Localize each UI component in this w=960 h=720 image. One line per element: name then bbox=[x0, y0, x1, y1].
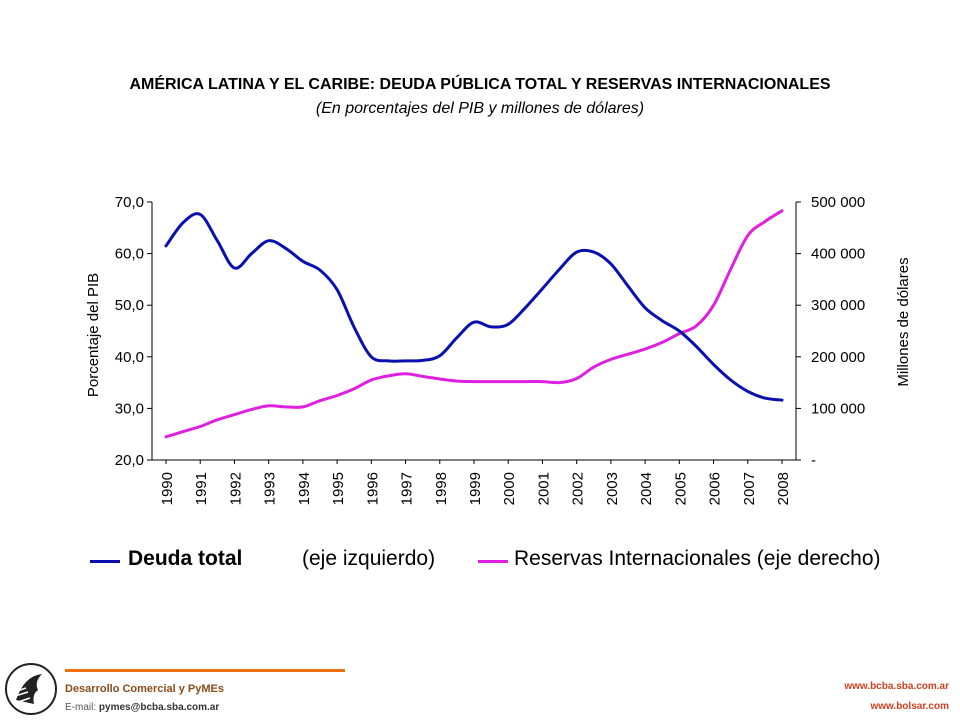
series-lines bbox=[164, 209, 784, 439]
right-tick-label: 300 000 bbox=[811, 297, 865, 314]
left-axis-label: Porcentaje del PIB bbox=[85, 273, 102, 397]
x-tick-label: 1990 bbox=[159, 472, 176, 505]
left-axis-ticks: 70,0 60,0 50,0 40,0 30,0 20,0 bbox=[115, 194, 152, 469]
footer-email-label: E-mail: bbox=[65, 702, 97, 713]
bcba-logo-icon bbox=[5, 663, 57, 715]
footer-divider bbox=[65, 669, 345, 672]
legend-label-deuda: Deuda total bbox=[128, 547, 243, 570]
footer-org-title: Desarrollo Comercial y PyMEs bbox=[65, 683, 224, 695]
x-tick-label: 1998 bbox=[433, 472, 450, 505]
right-tick-label: 200 000 bbox=[811, 349, 865, 366]
chart-subtitle: (En porcentajes del PIB y millones de dó… bbox=[315, 100, 645, 117]
legend-swatch-deuda bbox=[90, 560, 120, 563]
left-tick-label: 20,0 bbox=[115, 452, 144, 469]
footer-url-bcba[interactable]: www.bcba.sba.com.ar bbox=[844, 681, 949, 692]
x-tick-label: 2001 bbox=[535, 472, 552, 505]
x-tick-label: 2006 bbox=[707, 472, 724, 505]
x-tick-label: 1999 bbox=[467, 472, 484, 505]
x-tick-label: 2005 bbox=[672, 472, 689, 505]
right-axis-ticks: 500 000 400 000 300 000 200 000 100 000 - bbox=[796, 194, 865, 469]
chart-axes bbox=[151, 202, 797, 461]
x-tick-label: 1992 bbox=[227, 472, 244, 505]
footer-email-address[interactable]: pymes@bcba.sba.com.ar bbox=[98, 702, 220, 713]
legend-label-reservas: Reservas Internacionales (eje derecho) bbox=[514, 547, 881, 570]
chart-title: AMÉRICA LATINA Y EL CARIBE: DEUDA PÚBLIC… bbox=[129, 76, 831, 93]
left-tick-label: 30,0 bbox=[115, 400, 144, 417]
x-axis-ticks: 1990 1991 1992 1993 1994 1995 1996 1997 1998 1999… bbox=[159, 460, 792, 505]
chart: 70,0 60,0 50,0 40,0 30,0 20,0 500 000 400 000 3… bbox=[85, 194, 912, 505]
left-tick-label: 50,0 bbox=[115, 297, 144, 314]
footer-url-bolsar[interactable]: www.bolsar.com bbox=[870, 701, 949, 712]
footer-email: E-mail: pymes@bcba.sba.com.ar bbox=[65, 702, 219, 713]
x-tick-label: 1994 bbox=[296, 472, 313, 505]
left-tick-label: 40,0 bbox=[115, 349, 144, 366]
right-tick-label: 400 000 bbox=[811, 246, 865, 263]
series-line-reservas bbox=[164, 209, 784, 439]
x-tick-label: 2002 bbox=[570, 472, 587, 505]
x-tick-label: 2007 bbox=[741, 472, 758, 505]
right-tick-label: - bbox=[811, 452, 816, 469]
left-tick-label: 60,0 bbox=[115, 246, 144, 263]
legend-swatch-reservas bbox=[478, 560, 508, 563]
right-axis-label: Millones de dólares bbox=[895, 257, 912, 386]
x-tick-label: 2000 bbox=[501, 472, 518, 505]
x-tick-label: 2004 bbox=[638, 472, 655, 505]
legend-label-deuda-axis: (eje izquierdo) bbox=[302, 547, 436, 570]
x-tick-label: 1991 bbox=[193, 472, 210, 505]
x-tick-label: 1996 bbox=[364, 472, 381, 505]
right-tick-label: 500 000 bbox=[811, 194, 865, 211]
x-tick-label: 1993 bbox=[262, 472, 279, 505]
x-tick-label: 2003 bbox=[604, 472, 621, 505]
x-tick-label: 1997 bbox=[399, 472, 416, 505]
series-line-deuda-total bbox=[164, 212, 784, 402]
left-tick-label: 70,0 bbox=[115, 194, 144, 211]
right-tick-label: 100 000 bbox=[811, 400, 865, 417]
x-tick-label: 2008 bbox=[775, 472, 792, 505]
x-tick-label: 1995 bbox=[330, 472, 347, 505]
